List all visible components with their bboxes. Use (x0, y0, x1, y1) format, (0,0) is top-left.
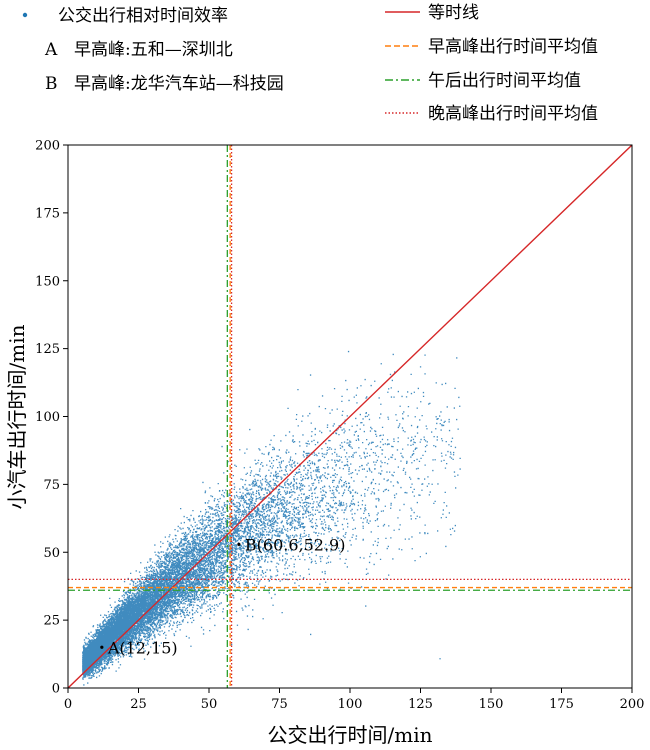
x-tick-label: 200 (620, 697, 645, 712)
x-axis-title: 公交出行时间/min (268, 723, 433, 747)
legend-marker-b: B (45, 74, 58, 94)
isochrone-line (68, 145, 632, 688)
annotation-point-b (237, 542, 241, 546)
scatter-points (82, 350, 461, 686)
legend-label-scatter: 公交出行相对时间效率 (58, 6, 228, 26)
y-tick-label: 125 (35, 342, 60, 357)
legend-scatter-marker (22, 12, 28, 18)
y-tick-label: 0 (52, 682, 60, 697)
legend-label-morning-mean: 早高峰出行时间平均值 (428, 37, 598, 57)
x-tick-label: 175 (549, 697, 574, 712)
annotations: A(12,15) B(60.6,52.9) (100, 535, 345, 657)
annotation-label-b: B(60.6,52.9) (245, 535, 346, 554)
axis-ticks: 0 25 50 75 100 125 150 175 200 0 25 50 75 100 125 150 17… (35, 139, 644, 713)
scatter-marks (82, 350, 461, 686)
legend-label-evening-mean: 晚高峰出行时间平均值 (428, 104, 598, 124)
y-tick-label: 100 (35, 410, 60, 425)
legend-label-isochrone: 等时线 (428, 3, 479, 23)
legend-label-b: 早高峰:龙华汽车站—科技园 (74, 74, 284, 94)
y-tick-label: 175 (35, 206, 60, 221)
y-tick-label: 200 (35, 139, 60, 154)
y-tick-label: 75 (43, 478, 60, 493)
x-tick-label: 150 (479, 697, 504, 712)
x-tick-label: 75 (271, 697, 288, 712)
annotation-point-a (100, 645, 104, 649)
x-tick-label: 125 (408, 697, 433, 712)
y-axis-title: 小汽车出行时间/min (5, 324, 29, 509)
legend-marker-a: A (44, 40, 58, 60)
y-tick-label: 25 (43, 614, 60, 629)
x-tick-label: 25 (130, 697, 147, 712)
legend-label-afternoon-mean: 午后出行时间平均值 (428, 71, 581, 91)
x-tick-label: 0 (64, 697, 72, 712)
y-tick-label: 150 (35, 274, 60, 289)
x-tick-label: 50 (201, 697, 218, 712)
legend-label-a: 早高峰:五和—深圳北 (74, 40, 233, 60)
legend: 公交出行相对时间效率 A 早高峰:五和—深圳北 B 早高峰:龙华汽车站—科技园 … (22, 3, 598, 124)
y-tick-label: 50 (43, 546, 60, 561)
annotation-label-a: A(12,15) (107, 638, 178, 657)
x-tick-label: 100 (338, 697, 363, 712)
reference-lines (68, 145, 632, 688)
